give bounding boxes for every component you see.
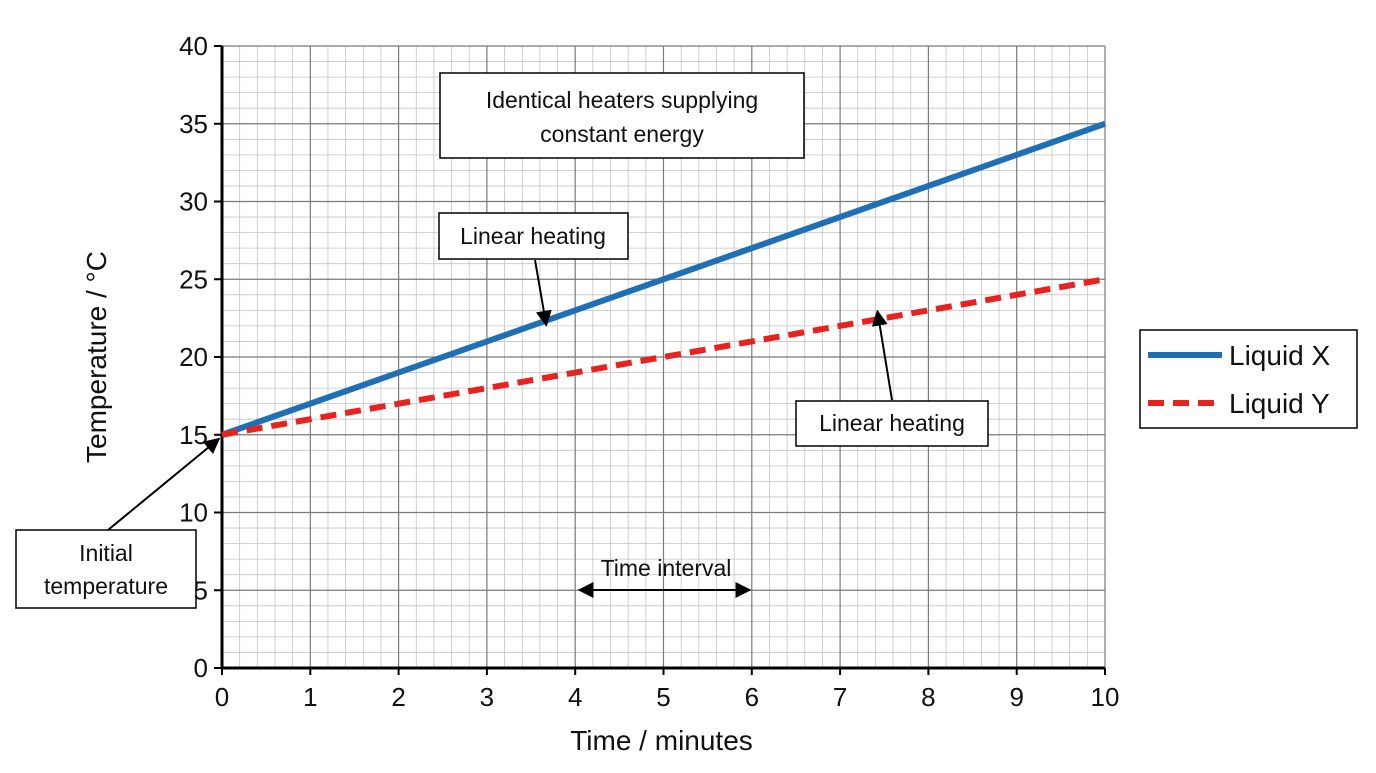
initial-temperature-line-1: Initial [79,540,133,566]
x-tick-label: 10 [1091,682,1120,712]
x-tick-label: 6 [745,682,759,712]
heaters-note-line-1: Identical heaters supplying [486,87,758,113]
y-tick-label: 40 [179,31,208,61]
initial-temperature-line-2: temperature [44,573,168,599]
linear-heating-y-label: Linear heating [819,410,965,436]
linear-heating-y-arrow [877,311,892,400]
heaters-note-line-2: constant energy [540,121,704,147]
x-tick-label: 9 [1009,682,1023,712]
linear-heating-x-label: Linear heating [460,223,606,249]
linear-heating-x-arrow [535,260,546,325]
x-tick-label: 1 [303,682,317,712]
x-axis-title: Time / minutes [570,725,753,756]
y-tick-label: 35 [179,109,208,139]
legend-label-liquid-x: Liquid X [1229,340,1331,371]
y-tick-label: 25 [179,264,208,294]
x-tick-label: 2 [391,682,405,712]
y-tick-label: 15 [179,420,208,450]
y-tick-label: 0 [194,653,208,683]
legend: Liquid X Liquid Y [1140,330,1357,428]
y-axis-title: Temperature / °C [81,251,112,463]
y-tick-label: 30 [179,187,208,217]
x-tick-label: 8 [921,682,935,712]
y-tick-label: 5 [194,575,208,605]
x-tick-label: 4 [568,682,582,712]
x-tick-label: 7 [833,682,847,712]
legend-label-liquid-y: Liquid Y [1229,388,1330,419]
y-tick-label: 10 [179,498,208,528]
x-tick-label: 0 [215,682,229,712]
x-tick-label: 5 [656,682,670,712]
x-tick-label: 3 [480,682,494,712]
time-interval-label: Time interval [601,555,732,581]
y-tick-label: 20 [179,342,208,372]
